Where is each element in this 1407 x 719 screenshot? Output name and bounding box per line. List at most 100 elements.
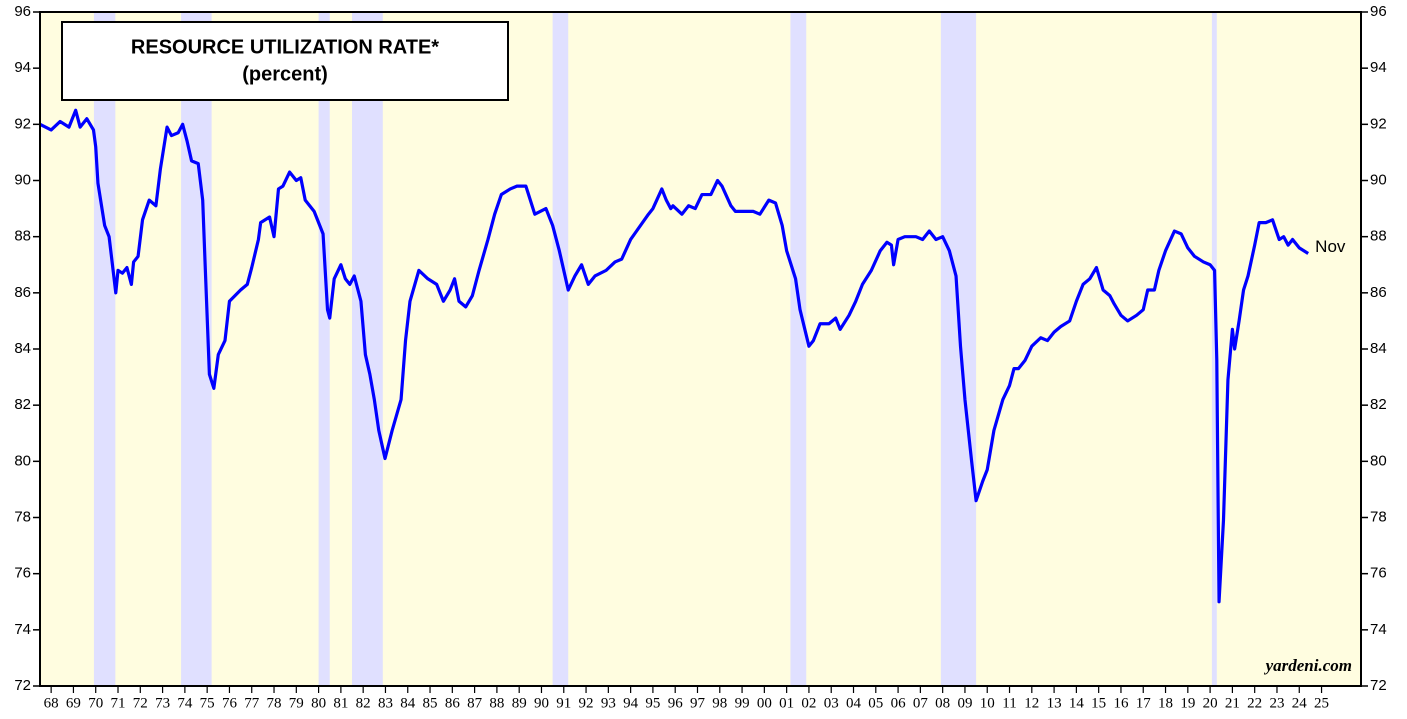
x-tick-label: 87 [467, 695, 483, 711]
x-tick-label: 93 [601, 695, 616, 711]
recession-band [93, 12, 116, 686]
y-tick-label-left: 92 [14, 115, 31, 132]
recession-band [318, 12, 330, 686]
x-tick-label: 83 [378, 695, 393, 711]
x-tick-label: 95 [645, 695, 660, 711]
data-line [39, 108, 1310, 604]
chart-subtitle: (percent) [242, 63, 328, 85]
x-tick-label: 16 [1113, 695, 1129, 711]
x-tick-label: 74 [177, 695, 193, 711]
y-tick-label-left: 86 [14, 284, 31, 301]
x-tick-label: 70 [88, 695, 103, 711]
x-tick-label: 01 [779, 695, 794, 711]
y-tick-label-right: 94 [1370, 59, 1387, 76]
y-tick-label-left: 74 [14, 621, 31, 638]
y-tick-label-left: 96 [14, 3, 31, 20]
plot-frame [39, 11, 1362, 687]
x-tick-label: 13 [1047, 695, 1062, 711]
y-tick-label-right: 92 [1370, 115, 1387, 132]
y-tick-label-left: 78 [14, 508, 31, 525]
y-tick-label-right: 90 [1370, 171, 1387, 188]
x-tick-label: 89 [512, 695, 527, 711]
y-tick-label-left: 84 [14, 340, 31, 357]
recession-band [352, 12, 383, 686]
y-tick-label-left: 76 [14, 565, 31, 582]
x-tick-label: 98 [712, 695, 727, 711]
recession-band [940, 12, 977, 686]
recession-band [790, 12, 807, 686]
x-tick-label: 86 [445, 695, 461, 711]
y-tick-label-left: 88 [14, 228, 31, 245]
source-label: yardeni.com [1264, 656, 1352, 675]
x-tick-label: 18 [1158, 695, 1173, 711]
x-tick-label: 97 [690, 695, 706, 711]
x-tick-label: 02 [801, 695, 816, 711]
x-tick-label: 79 [289, 695, 304, 711]
x-tick-label: 91 [556, 695, 571, 711]
x-tick-label: 92 [579, 695, 594, 711]
y-tick-label-right: 78 [1370, 508, 1387, 525]
x-tick-label: 20 [1203, 695, 1218, 711]
y-tick-label-right: 80 [1370, 452, 1387, 469]
x-tick-label: 88 [489, 695, 504, 711]
x-tick-label: 73 [155, 695, 170, 711]
y-tick-label-right: 96 [1370, 3, 1387, 20]
x-tick-label: 82 [356, 695, 371, 711]
recession-band [552, 12, 569, 686]
x-tick-label: 21 [1225, 695, 1240, 711]
x-tick-label: 75 [200, 695, 215, 711]
y-tick-label-right: 74 [1370, 621, 1387, 638]
x-tick-label: 25 [1314, 695, 1329, 711]
x-tick-label: 76 [222, 695, 238, 711]
tick-layer [33, 11, 1368, 693]
x-tick-label: 24 [1292, 695, 1308, 711]
x-tick-label: 19 [1180, 695, 1195, 711]
recession-band [1211, 12, 1217, 686]
x-tick-label: 80 [311, 695, 326, 711]
y-tick-label-right: 88 [1370, 228, 1387, 245]
x-tick-label: 11 [1002, 695, 1016, 711]
y-tick-label-left: 72 [14, 677, 31, 694]
x-tick-label: 81 [333, 695, 348, 711]
x-tick-label: 84 [400, 695, 416, 711]
x-tick-label: 94 [623, 695, 639, 711]
y-tick-label-right: 82 [1370, 396, 1387, 413]
x-tick-label: 15 [1091, 695, 1106, 711]
x-tick-label: 96 [668, 695, 684, 711]
x-tick-label: 22 [1247, 695, 1262, 711]
x-tick-label: 78 [267, 695, 282, 711]
x-tick-label: 10 [980, 695, 995, 711]
y-tick-label-left: 94 [14, 59, 31, 76]
x-tick-label: 14 [1069, 695, 1085, 711]
y-tick-label-left: 80 [14, 452, 31, 469]
x-tick-label: 07 [913, 695, 929, 711]
x-tick-label: 12 [1024, 695, 1039, 711]
title-box [61, 21, 509, 101]
y-tick-label-right: 84 [1370, 340, 1387, 357]
recession-band [181, 12, 212, 686]
x-tick-label: 00 [757, 695, 772, 711]
y-tick-label-right: 86 [1370, 284, 1387, 301]
x-tick-label: 77 [244, 695, 260, 711]
x-tick-label: 69 [66, 695, 81, 711]
y-tick-label-left: 90 [14, 171, 31, 188]
x-tick-label: 17 [1136, 695, 1152, 711]
y-tick-label-right: 72 [1370, 677, 1387, 694]
x-tick-label: 04 [846, 695, 862, 711]
line-layer [39, 108, 1310, 604]
end-label: Nov [1315, 237, 1346, 256]
x-tick-label: 99 [735, 695, 750, 711]
x-tick-label: 68 [44, 695, 59, 711]
x-tick-label: 72 [133, 695, 148, 711]
x-tick-label: 08 [935, 695, 950, 711]
x-tick-label: 85 [423, 695, 438, 711]
x-tick-label: 23 [1269, 695, 1284, 711]
x-tick-label: 71 [111, 695, 126, 711]
label-layer: 72 72 74 74 76 76 78 78 80 80 82 82 84 84 86 86 88 88 90 90… [14, 3, 1386, 711]
chart-title: RESOURCE UTILIZATION RATE* [131, 36, 439, 58]
x-tick-label: 05 [868, 695, 883, 711]
x-tick-label: 90 [534, 695, 549, 711]
plot-background [40, 12, 1361, 686]
